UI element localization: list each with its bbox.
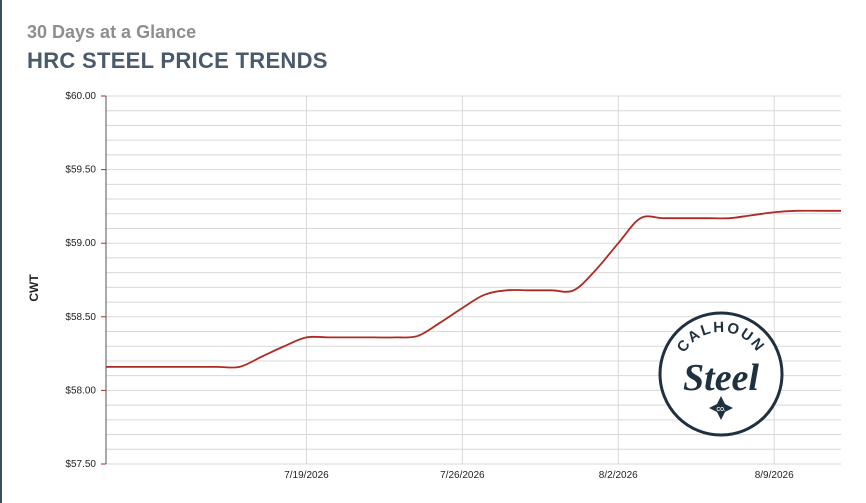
tick-label-layer: $57.50 $58.00 $58.50 $59.00 $59.50 $60.00 7/19… — [65, 91, 794, 481]
calhoun-steel-logo: CALHOUN Steel CO. — [658, 311, 784, 437]
x-tick-label: 8/9/2026 — [755, 470, 794, 481]
axis-layer — [101, 95, 107, 465]
logo-co-text: CO. — [717, 407, 727, 413]
y-tick-label: $59.50 — [65, 165, 96, 176]
x-tick-label: 7/26/2026 — [440, 470, 485, 481]
y-tick-label: $59.00 — [65, 238, 96, 249]
series-layer — [105, 209, 842, 369]
x-tick-label: 7/19/2026 — [284, 470, 329, 481]
y-tick-label: $57.50 — [65, 459, 96, 470]
y-axis-label: CWT — [27, 274, 41, 302]
y-tick-label: $58.50 — [65, 312, 96, 323]
left-border — [0, 0, 2, 503]
logo-ring — [658, 311, 784, 437]
y-tick-label: $58.00 — [65, 385, 96, 396]
x-tick-label: 8/2/2026 — [599, 470, 638, 481]
logo-star-mark — [709, 396, 733, 420]
chart-subtitle: 30 Days at a Glance — [27, 22, 197, 42]
y-tick-label: $60.00 — [65, 91, 96, 102]
chart-title: HRC STEEL PRICE TRENDS — [27, 48, 328, 73]
logo-main-text: Steel — [683, 357, 759, 399]
price-series-line — [105, 209, 841, 369]
